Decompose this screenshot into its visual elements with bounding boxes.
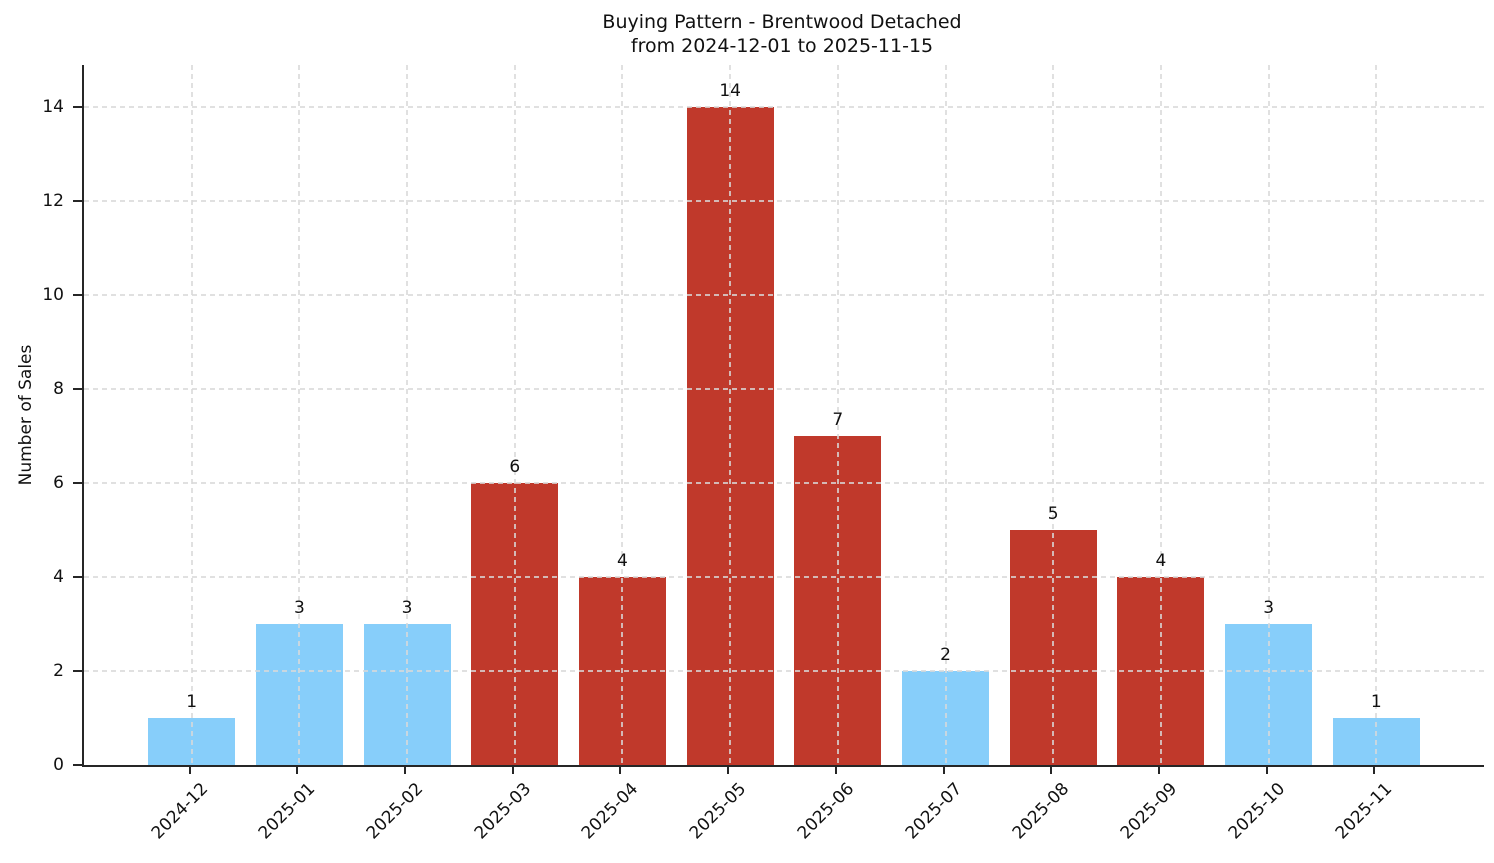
- y-tick-label: 14: [42, 97, 64, 118]
- y-tick-label: 8: [53, 379, 64, 400]
- x-tick-label: 2025-09: [1116, 779, 1182, 844]
- bar-value-label: 6: [509, 457, 521, 478]
- y-tick-label: 0: [53, 755, 64, 775]
- y-gridline: [84, 388, 1484, 391]
- x-tick-label: 2025-05: [685, 779, 751, 844]
- bar-value-label: 1: [1370, 692, 1382, 713]
- y-gridline: [84, 482, 1484, 485]
- y-gridline: [84, 294, 1484, 297]
- x-tick-mark: [404, 765, 407, 774]
- bar-2025-09: [1117, 577, 1205, 765]
- x-tick-mark: [1157, 765, 1160, 774]
- bar-value-label: 2: [940, 645, 951, 666]
- x-gridline: [190, 65, 193, 765]
- x-tick-mark: [834, 765, 837, 774]
- bar-2025-10: [1225, 624, 1313, 765]
- bar-2025-08: [1009, 530, 1097, 765]
- y-tick-label: 2: [53, 661, 64, 682]
- x-tick-mark: [727, 765, 730, 774]
- y-axis-label: Number of Sales: [16, 344, 36, 486]
- y-tick-mark: [73, 200, 82, 203]
- x-gridline: [1375, 65, 1378, 765]
- bar-2025-05: [686, 107, 774, 765]
- x-tick-label: 2025-04: [578, 779, 643, 844]
- bar-2024-12: [148, 718, 236, 765]
- bar-2025-02: [363, 624, 451, 765]
- x-tick-label: 2025-10: [1224, 779, 1289, 844]
- x-tick-mark: [1265, 765, 1268, 774]
- y-tick-label: 10: [42, 285, 64, 306]
- bar-value-label: 3: [401, 598, 413, 619]
- y-gridline: [84, 576, 1484, 579]
- x-tick-label: 2025-06: [793, 779, 859, 844]
- y-tick-mark: [73, 294, 82, 297]
- y-gridline: [84, 200, 1484, 203]
- x-tick-label: 2025-11: [1332, 779, 1397, 844]
- bar-value-label: 5: [1047, 504, 1059, 525]
- x-tick-mark: [619, 765, 622, 774]
- bar-2025-06: [794, 436, 882, 765]
- plot-area: 1 3 3 6 4 14 7 2 5 4 3 1: [82, 65, 1484, 767]
- chart-title: Buying Pattern - Brentwood Detached from…: [82, 10, 1482, 58]
- x-tick-label: 2025-01: [255, 779, 320, 844]
- bar-2025-07: [902, 671, 990, 765]
- y-tick-mark: [73, 576, 82, 579]
- y-tick-mark: [73, 482, 82, 485]
- x-tick-mark: [188, 765, 191, 774]
- y-tick-label: 12: [42, 191, 64, 212]
- x-tick-mark: [1373, 765, 1376, 774]
- bar-2025-01: [255, 624, 343, 765]
- x-tick-mark: [1050, 765, 1053, 774]
- x-tick-label: 2024-12: [147, 779, 212, 844]
- bar-value-label: 4: [617, 551, 628, 572]
- bar-value-label: 3: [1263, 598, 1275, 619]
- bar-value-label: 4: [1155, 551, 1167, 572]
- x-tick-mark: [942, 765, 945, 774]
- bar-value-label: 3: [293, 598, 305, 619]
- bar-2025-11: [1332, 718, 1420, 765]
- y-tick-mark: [73, 764, 82, 766]
- bar-2025-04: [578, 577, 666, 765]
- x-tick-label: 2025-03: [470, 779, 535, 844]
- bar-value-label: 1: [186, 692, 198, 713]
- y-tick-mark: [73, 388, 82, 391]
- x-tick-label: 2025-02: [362, 779, 428, 844]
- y-tick-mark: [73, 106, 82, 109]
- bar-value-label: 14: [719, 81, 741, 102]
- x-tick-mark: [296, 765, 299, 774]
- y-tick-mark: [73, 670, 82, 673]
- y-tick-label: 6: [53, 473, 64, 494]
- x-tick-label: 2025-08: [1009, 779, 1074, 844]
- chart-title-line2: from 2024-12-01 to 2025-11-15: [630, 35, 934, 57]
- bar-value-label: 7: [832, 410, 844, 431]
- chart-title-line1: Buying Pattern - Brentwood Detached: [602, 11, 962, 33]
- y-gridline: [84, 106, 1484, 109]
- bar-2025-03: [471, 483, 559, 765]
- x-tick-mark: [511, 765, 514, 774]
- x-tick-label: 2025-07: [901, 779, 966, 844]
- y-tick-label: 4: [53, 567, 64, 588]
